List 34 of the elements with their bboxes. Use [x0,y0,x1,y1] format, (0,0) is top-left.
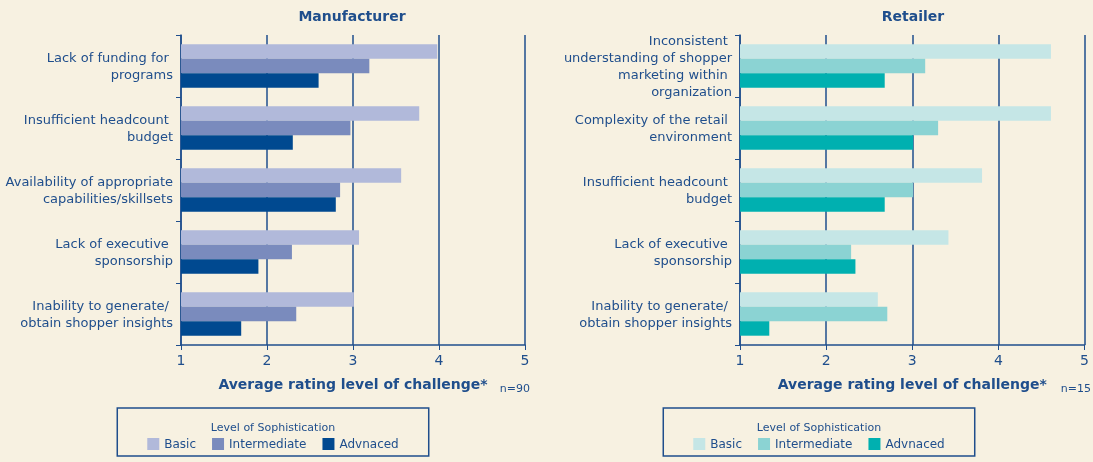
legend-label: Advnaced [885,437,945,451]
chart-title: Manufacturer [298,8,406,24]
x-tick-label: 1 [176,352,186,368]
x-tick-label: 5 [520,352,530,368]
y-tick-label: Inability to generate/ obtain shopper insights [579,298,733,330]
y-tick-label: Lack of executive sponsorship [55,236,173,268]
x-axis-title: Average rating level of challenge* [218,376,489,392]
y-tick-label: Lack of executive sponsorship [614,236,732,268]
y-tick-label: Insufficient headcount budget [582,174,732,206]
legend-label: Advnaced [339,437,399,451]
x-tick-label: 5 [1080,352,1090,368]
text: n=90 [499,382,530,395]
legend-title: Level of Sophistication [210,421,336,434]
y-tick-label: Complexity of the retail environment [574,112,732,144]
x-tick-label: 3 [348,352,358,368]
x-tick-label: 3 [907,352,917,368]
x-tick-label: 4 [993,352,1003,368]
legend-label: Basic [710,437,743,451]
y-tick-label: Lack of funding for programs [46,50,174,82]
text: n=15 [1060,382,1091,395]
x-axis-title: Average rating level of challenge* [777,376,1048,392]
chart-title: Retailer [881,8,945,24]
y-tick-label: Inconsistent understanding of shopper marketing within organization [563,33,733,99]
legend-label: Basic [164,437,197,451]
y-tick-label: Availability of appropriate capabilities/skillsets [5,174,174,206]
x-tick-label: 2 [262,352,272,368]
x-tick-label: 2 [821,352,831,368]
legend-label: Intermediate [775,437,853,451]
y-tick-label: Insufficient headcount budget [23,112,173,144]
legend-title: Level of Sophistication [756,421,882,434]
y-tick-label: Inability to generate/ obtain shopper insights [20,298,174,330]
legend-label: Intermediate [229,437,307,451]
x-tick-label: 4 [434,352,444,368]
x-tick-label: 1 [735,352,745,368]
